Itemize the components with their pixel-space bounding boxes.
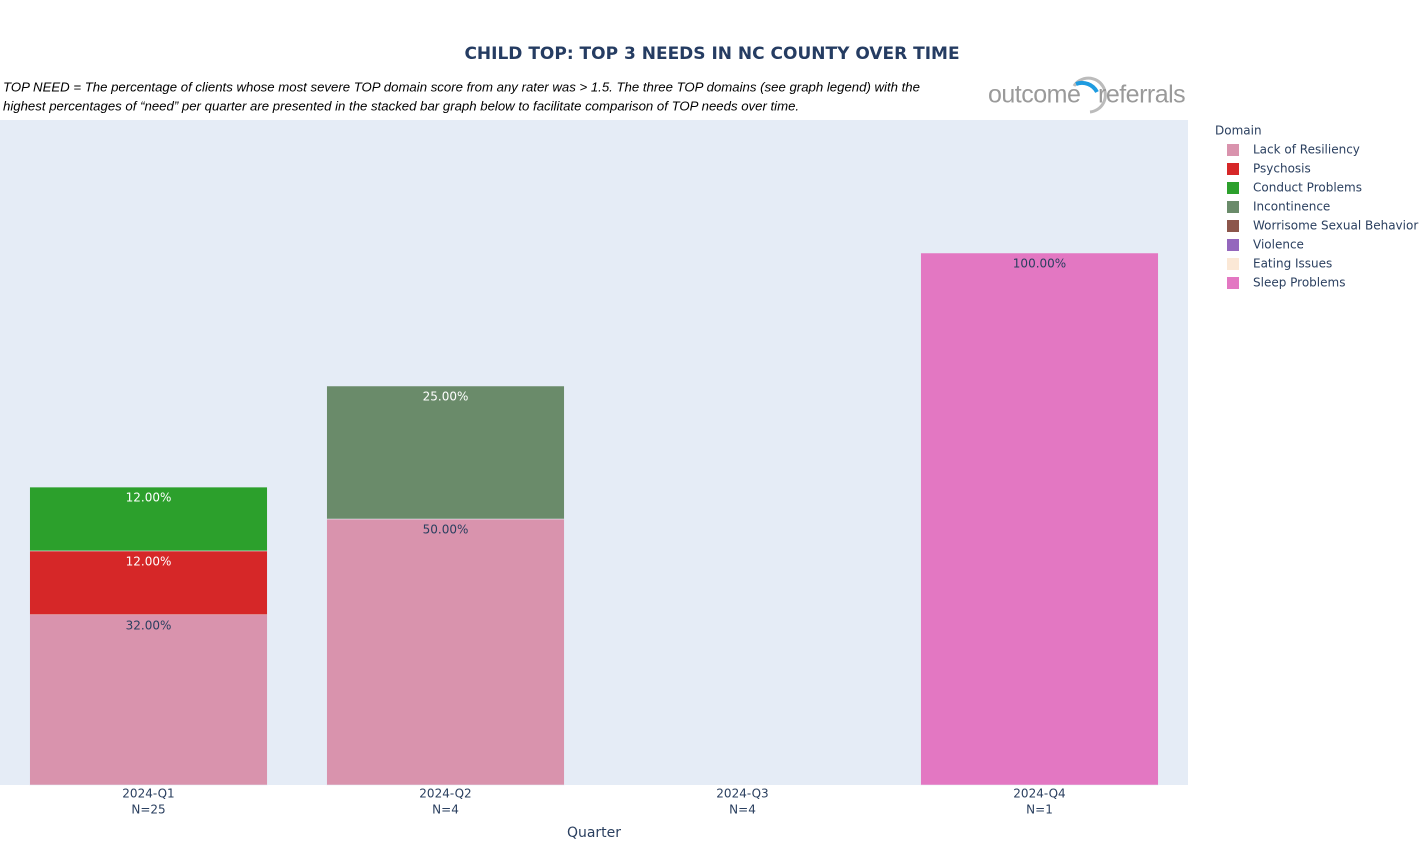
legend-swatch[interactable] [1227, 239, 1239, 251]
legend-label[interactable]: Lack of Resiliency [1253, 143, 1360, 157]
bar [29, 550, 268, 616]
description: TOP NEED = The percentage of clients who… [3, 79, 920, 94]
legend-swatch[interactable] [1227, 163, 1239, 175]
legend-swatch[interactable] [1227, 144, 1239, 156]
x-tick-sublabel: N=4 [729, 803, 756, 817]
x-tick-label: 2024-Q2 [419, 787, 471, 801]
logo-text: referrals [1098, 81, 1185, 109]
legend-label[interactable]: Violence [1253, 238, 1304, 252]
description: highest percentages of “need” per quarte… [3, 98, 799, 113]
logo: outcome referrals [988, 76, 1186, 114]
value-label: 12.00% [126, 491, 172, 505]
value-label: 32.00% [126, 618, 172, 632]
legend-label[interactable]: Sleep Problems [1253, 276, 1345, 290]
chart-title: CHILD TOP: TOP 3 NEEDS IN NC COUNTY OVER… [464, 44, 959, 64]
bar [29, 486, 268, 552]
x-tick-sublabel: N=1 [1026, 803, 1053, 817]
legend-swatch[interactable] [1227, 220, 1239, 232]
bar [920, 252, 1159, 786]
legend-swatch[interactable] [1227, 182, 1239, 194]
value-label: 100.00% [1013, 257, 1066, 271]
legend-swatch[interactable] [1227, 277, 1239, 289]
value-label: 25.00% [423, 390, 469, 404]
bar [326, 518, 565, 786]
legend-label[interactable]: Worrisome Sexual Behavior [1253, 219, 1418, 233]
bar [29, 614, 268, 786]
legend-label[interactable]: Incontinence [1253, 200, 1330, 214]
legend-label[interactable]: Conduct Problems [1253, 181, 1362, 195]
x-tick-sublabel: N=25 [131, 803, 165, 817]
legend-swatch[interactable] [1227, 201, 1239, 213]
x-tick-label: 2024-Q1 [122, 787, 174, 801]
logo-arc [1072, 76, 1107, 114]
x-tick-label: 2024-Q4 [1013, 787, 1065, 801]
value-label: 50.00% [423, 523, 469, 537]
legend-title: Domain [1215, 124, 1262, 138]
legend-label[interactable]: Psychosis [1253, 162, 1311, 176]
x-tick-label: 2024-Q3 [716, 787, 768, 801]
x-tick-sublabel: N=4 [432, 803, 459, 817]
logo-text: outcome [988, 81, 1080, 109]
logo-arc [1075, 80, 1099, 94]
x-axis-title: Quarter [567, 825, 621, 841]
bar [326, 385, 565, 520]
legend-label[interactable]: Eating Issues [1253, 257, 1332, 271]
value-label: 12.00% [126, 554, 172, 568]
legend-swatch[interactable] [1227, 258, 1239, 270]
